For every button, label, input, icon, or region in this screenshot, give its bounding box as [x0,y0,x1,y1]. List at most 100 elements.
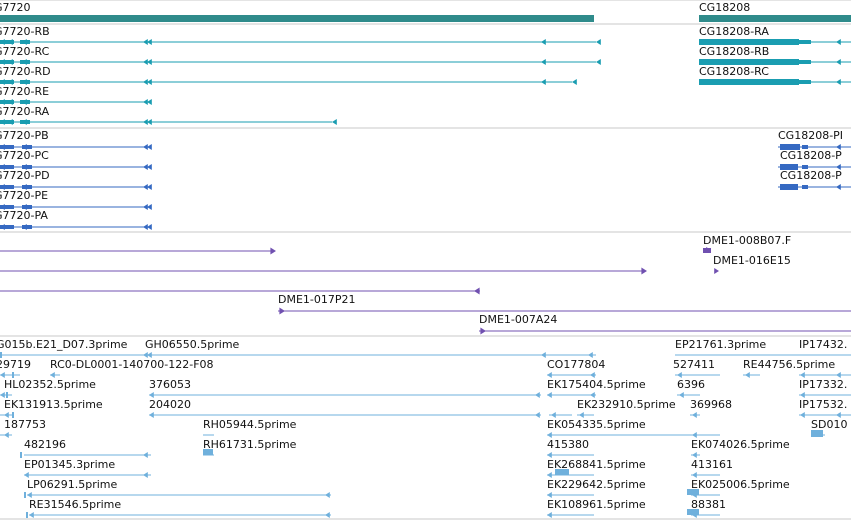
est-label[interactable]: RE31546.5prime [29,498,122,511]
est-label[interactable]: G015b.E21_D07.3prime [0,338,128,351]
exon-tick [0,352,2,358]
strand-arrow [8,79,13,85]
est-label[interactable]: IP17532. [799,398,848,411]
strand-arrow [22,59,27,65]
strand-arrow [143,119,148,125]
est-label[interactable]: RE44756.5prime [743,358,836,371]
strand-arrow [836,144,841,150]
exon-block [0,205,14,209]
strand-arrow [547,472,552,478]
est-label[interactable]: SD010 [811,418,848,431]
strand-arrow [143,224,148,230]
est-label[interactable]: EP01345.3prime [24,458,116,471]
gene-label[interactable]: CG18208 [699,1,751,14]
strand-arrow [147,119,152,125]
protein-label[interactable]: CG18208-PI [778,129,844,142]
est-label[interactable]: 376053 [149,378,191,391]
est-label[interactable]: RH05944.5prime [203,418,297,431]
est-label[interactable]: 415380 [547,438,589,451]
est-label[interactable]: 413161 [691,458,733,471]
strand-arrow [541,352,546,358]
protein-label[interactable]: G7720-PA [0,209,48,222]
exon-block [802,185,808,189]
est-label[interactable]: LP06291.5prime [27,478,118,491]
est-label[interactable]: GH06550.5prime [145,338,240,351]
transcript-label[interactable]: G7720-RA [0,105,50,118]
est-label[interactable]: EK229642.5prime [547,478,646,491]
est-label[interactable]: 369968 [690,398,732,411]
transcript-label[interactable]: G7720-RC [0,45,50,58]
est-label[interactable]: EP21761.3prime [675,338,767,351]
strand-arrow [24,472,29,478]
strand-arrow [0,184,5,190]
est-label[interactable]: IP17332. [799,378,848,391]
cdna-label[interactable]: DME1-017P21 [278,293,356,306]
strand-arrow [836,59,841,65]
transcript-label[interactable]: G7720-RB [0,25,50,38]
strand-arrow [22,119,27,125]
est-label[interactable]: 187753 [4,418,46,431]
strand-arrow [547,432,552,438]
strand-arrow [8,119,13,125]
strand-arrow [590,372,595,378]
strand-arrow [149,392,154,398]
protein-label[interactable]: CG18208-P [780,149,842,162]
est-label[interactable]: EK108961.5prime [547,498,646,511]
est-label[interactable]: 29719 [0,358,31,371]
protein-label[interactable]: CG18208-P [780,169,842,182]
est-label[interactable]: 527411 [673,358,715,371]
strand-arrow [547,512,552,518]
strand-arrow [147,39,152,45]
cdna-label[interactable]: DME1-008B07.F [703,234,792,247]
transcript-label[interactable]: G7720-RE [0,85,50,98]
est-label[interactable]: HL02352.5prime [4,378,96,391]
est-label[interactable]: EK074026.5prime [691,438,790,451]
est-label[interactable]: RC0-DL0001-140700-122-F08 [50,358,214,371]
exon-block [0,120,14,124]
transcript-label[interactable]: CG18208-RB [699,45,770,58]
cdna-label[interactable]: DME1-007A24 [479,313,558,326]
transcript-label[interactable]: CG18208-RA [699,25,769,38]
protein-label[interactable]: G7720-PE [0,189,49,202]
strand-arrow [0,224,5,230]
transcript-label[interactable]: G7720-RD [0,65,51,78]
exon-block [799,40,811,44]
est-label[interactable]: EK232910.5prime [577,398,676,411]
cdna-label[interactable]: DME1-016E15 [713,254,791,267]
est-label[interactable]: RH61731.5prime [203,438,297,451]
strand-arrow [143,144,148,150]
transcript-label[interactable]: CG18208-RC [699,65,769,78]
est-label[interactable]: EK131913.5prime [4,398,103,411]
est-label[interactable]: CO177804 [547,358,606,371]
protein-label[interactable]: G7720-PB [0,129,49,142]
strand-arrow [480,327,486,335]
strand-arrow [836,412,841,418]
est-label[interactable]: 204020 [149,398,191,411]
est-label[interactable]: IP17432. [799,338,848,351]
est-label[interactable]: EK268841.5prime [547,458,646,471]
est-label[interactable]: 6396 [677,378,705,391]
strand-arrow [147,59,152,65]
strand-arrow [541,39,546,45]
strand-arrow [0,99,5,105]
est-label[interactable]: 88381 [691,498,726,511]
est-label[interactable]: EK025006.5prime [691,478,790,491]
strand-arrow [0,39,5,45]
protein-label[interactable]: G7720-PD [0,169,50,182]
strand-arrow [22,164,27,170]
strand-arrow [143,352,148,358]
strand-arrow [4,432,9,438]
exon-tick [12,412,14,418]
strand-arrow [572,79,577,85]
strand-arrow [547,492,552,498]
protein-label[interactable]: G7720-PC [0,149,49,162]
gene-label[interactable]: G7720 [0,1,31,14]
strand-arrow [22,204,27,210]
exon-tick [12,372,14,378]
est-label[interactable]: EK054335.5prime [547,418,646,431]
est-label[interactable]: 482196 [24,438,66,451]
est-label[interactable]: EK175404.5prime [547,378,646,391]
